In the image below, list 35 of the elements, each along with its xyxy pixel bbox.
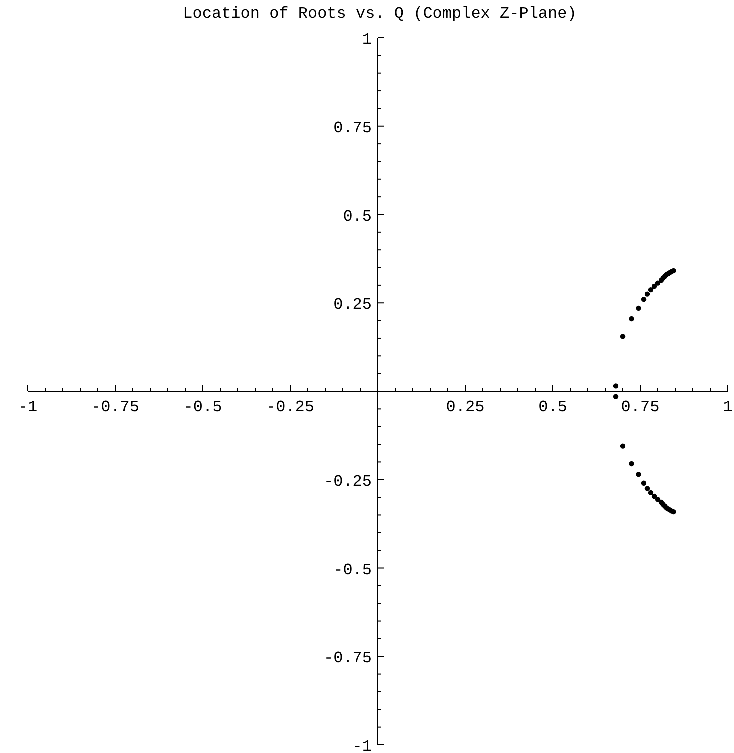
y-tick-label: 0.25 <box>334 296 372 314</box>
y-tick-label: 1 <box>362 31 372 49</box>
chart-title: Location of Roots vs. Q (Complex Z-Plane) <box>183 5 577 23</box>
point <box>620 334 626 340</box>
point <box>648 490 654 496</box>
point <box>652 494 658 500</box>
point <box>620 444 626 449</box>
point <box>641 480 647 486</box>
x-tick-label: -0.75 <box>91 398 140 416</box>
point <box>636 306 642 312</box>
x-tick-label: 1 <box>723 398 733 416</box>
point <box>644 486 650 492</box>
y-tick-label: -1 <box>352 738 372 753</box>
point <box>629 316 634 322</box>
point <box>652 284 658 290</box>
point <box>644 292 650 297</box>
point <box>655 280 661 286</box>
y-tick-label: -0.25 <box>324 472 372 491</box>
x-tick-label: -1 <box>18 398 38 416</box>
point <box>629 461 634 467</box>
point <box>641 296 647 302</box>
point <box>648 287 654 293</box>
x-tick-label: 0.5 <box>538 398 568 416</box>
x-tick-label: 0.75 <box>621 398 660 416</box>
point <box>613 384 619 389</box>
point <box>655 497 661 502</box>
x-tick-label: 0.25 <box>446 398 485 416</box>
x-tick-label: -0.5 <box>184 398 222 416</box>
y-tick-label: 0.75 <box>334 119 372 138</box>
x-tick-label: -0.25 <box>266 398 315 416</box>
y-tick-label: -0.5 <box>334 561 372 580</box>
point <box>613 394 619 400</box>
y-tick-label: 0.5 <box>343 208 372 226</box>
point <box>636 472 642 478</box>
y-tick-label: -0.75 <box>324 650 372 668</box>
